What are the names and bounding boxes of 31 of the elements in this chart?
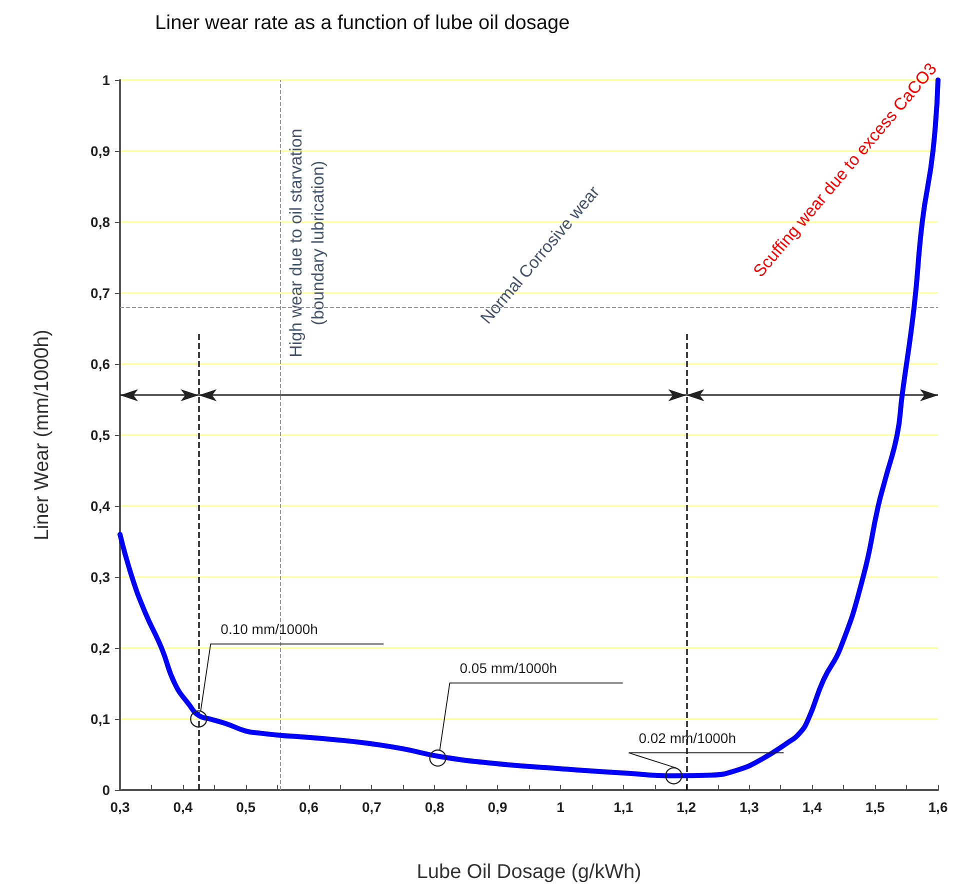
x-tick-label: 0,5 xyxy=(236,799,256,815)
x-tick-label: 1,2 xyxy=(676,799,696,815)
annotation: High wear due to oil starvation (boundary lubrication) xyxy=(286,128,328,358)
x-tick-label: 0,9 xyxy=(488,799,508,815)
x-tick-label: 0,6 xyxy=(299,799,319,815)
y-tick-label: 0,5 xyxy=(90,427,110,443)
y-tick-label: 0,9 xyxy=(90,143,110,159)
chart-title: Liner wear rate as a function of lube oil dosage xyxy=(155,12,570,34)
annotation: 0.05 mm/1000h xyxy=(460,660,558,676)
y-tick-label: 0,6 xyxy=(90,356,110,372)
y-tick-label: 0,1 xyxy=(90,711,110,727)
y-tick-label: 0,8 xyxy=(90,214,110,230)
x-tick-label: 1 xyxy=(556,799,565,815)
y-tick-label: 0,2 xyxy=(90,640,110,656)
x-tick-label: 1,1 xyxy=(614,799,634,815)
y-axis-title: Liner Wear (mm/1000h) xyxy=(31,330,53,540)
annotation: 0.02 mm/1000h xyxy=(638,730,736,746)
y-tick-label: 0,3 xyxy=(90,569,110,585)
x-tick-label: 1,5 xyxy=(865,799,886,815)
x-tick-label: 0,4 xyxy=(173,799,193,815)
x-axis-title: Lube Oil Dosage (g/kWh) xyxy=(416,861,642,883)
x-tick-label: 1,6 xyxy=(928,799,948,815)
y-tick-label: 1 xyxy=(102,72,110,88)
x-tick-label: 0,7 xyxy=(362,799,382,815)
annotation: 0.10 mm/1000h xyxy=(220,621,318,637)
y-tick-label: 0 xyxy=(102,782,110,798)
y-tick-label: 0,4 xyxy=(90,498,110,514)
x-tick-label: 1,3 xyxy=(739,799,760,815)
x-tick-label: 1,4 xyxy=(802,799,822,815)
x-tick-label: 0,8 xyxy=(424,799,445,815)
y-tick-label: 0,7 xyxy=(90,285,110,301)
